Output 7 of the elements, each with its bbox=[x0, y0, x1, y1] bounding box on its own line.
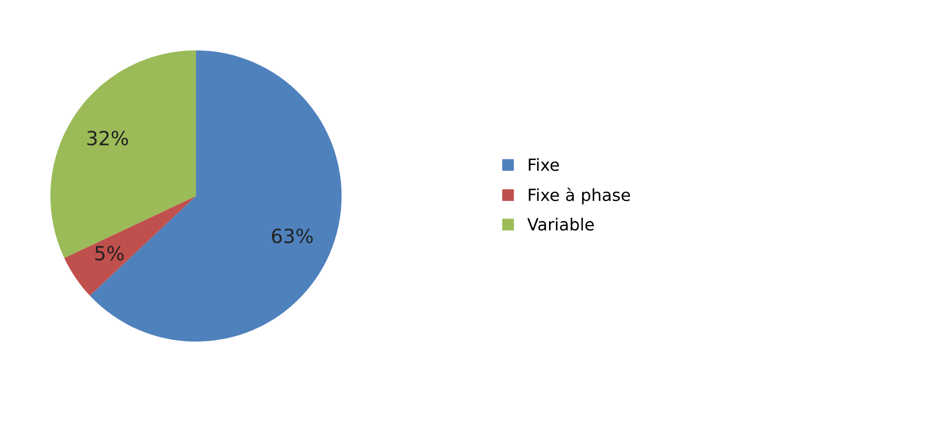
data-label: 63% bbox=[272, 228, 313, 244]
legend-label: Variable bbox=[527, 218, 594, 231]
legend-label: Fixe à phase bbox=[528, 188, 630, 204]
legend-label: Fixe bbox=[528, 158, 559, 172]
data-label: 32% bbox=[87, 130, 128, 146]
pie-slice bbox=[64, 196, 196, 296]
data-label: 5% bbox=[95, 246, 124, 261]
